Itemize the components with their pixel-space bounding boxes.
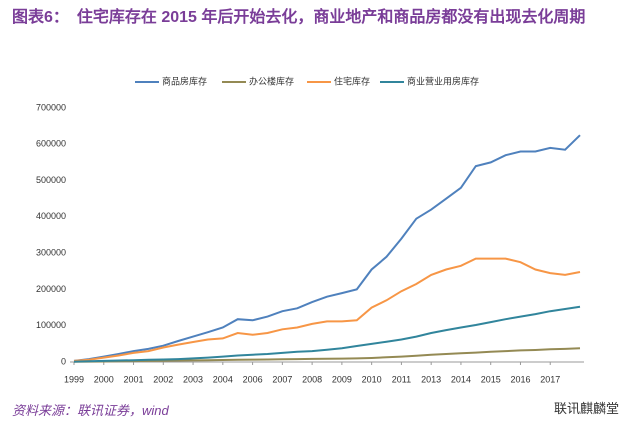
legend-label: 住宅库存 <box>334 75 370 86</box>
series-line <box>73 305 581 363</box>
legend-label: 商品房库存 <box>162 75 207 86</box>
x-tick-label: 2006 <box>243 374 263 384</box>
x-tick-label: 2003 <box>183 374 203 384</box>
x-tick-label: 2011 <box>392 374 411 384</box>
series-line <box>73 134 581 362</box>
legend-label: 办公楼库存 <box>249 75 294 86</box>
x-tick-label: 2014 <box>451 374 471 384</box>
y-tick-label: 600000 <box>36 139 66 149</box>
x-tick-label: 2016 <box>510 374 530 384</box>
y-tick-label: 300000 <box>36 248 66 258</box>
x-tick-label: 2009 <box>332 374 352 384</box>
y-tick-label: 700000 <box>36 102 66 112</box>
x-tick-label: 2015 <box>481 374 501 384</box>
y-tick-label: 200000 <box>36 284 66 294</box>
x-tick-label: 2000 <box>94 374 114 384</box>
series-line <box>73 347 581 363</box>
x-tick-label: 2017 <box>540 374 560 384</box>
series-line <box>73 257 581 362</box>
x-tick-label: 2010 <box>362 374 382 384</box>
x-tick-label: 2001 <box>124 374 144 384</box>
y-tick-label: 500000 <box>36 175 66 185</box>
x-tick-label: 2013 <box>421 374 441 384</box>
watermark: 联讯麒麟堂 <box>553 401 619 416</box>
chart: 0 100000 200000 300000 400000 500000 600000 700… <box>36 75 584 384</box>
x-tick-label: 2002 <box>153 374 173 384</box>
y-tick-label: 0 <box>61 356 66 366</box>
y-tick-label: 100000 <box>36 320 66 330</box>
y-tick-label: 400000 <box>36 211 66 221</box>
x-tick-label: 1999 <box>64 374 84 384</box>
source-note: 资料来源：联讯证券，wind <box>12 403 169 418</box>
x-tick-label: 2007 <box>272 374 292 384</box>
legend-label: 商业营业用房库存 <box>407 75 479 86</box>
x-tick-label: 2004 <box>213 374 233 384</box>
x-tick-label: 2008 <box>302 374 322 384</box>
chart-title: 图表6： 住宅库存在 2015 年后开始去化，商业地产和商品房都没有出现去化周期 <box>12 9 586 26</box>
